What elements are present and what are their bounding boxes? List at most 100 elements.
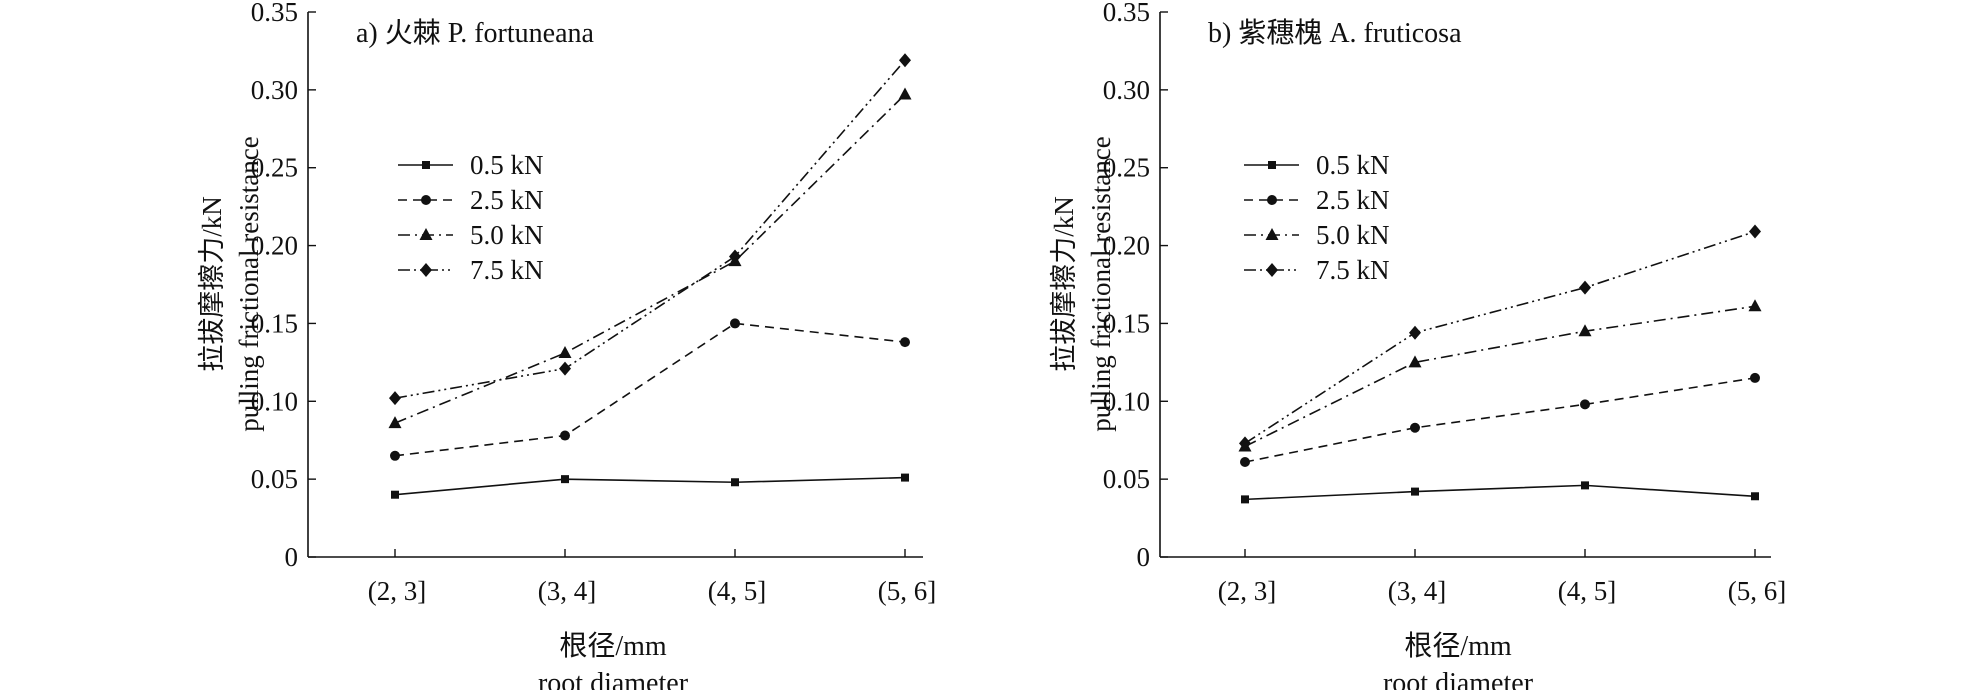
x-tick-label: (4, 5] [1558, 576, 1616, 606]
legend-label: 0.5 kN [470, 150, 544, 180]
legend-item: 0.5 kN [1244, 150, 1390, 180]
series-line [394, 476, 906, 496]
series-5_0-kN [388, 87, 912, 429]
legend-item: 7.5 kN [1244, 255, 1390, 285]
series-2_5-kN [390, 318, 910, 461]
legend-label: 2.5 kN [1316, 185, 1390, 215]
data-point [900, 337, 910, 348]
series-line [1244, 484, 1756, 501]
data-point [729, 249, 741, 264]
series-line [394, 322, 906, 457]
y-tick-label: 0.20 [1103, 231, 1150, 261]
legend-item: 5.0 kN [398, 220, 544, 250]
y-tick-label: 0.20 [251, 231, 298, 261]
series-line [394, 59, 906, 399]
data-point [1411, 487, 1419, 496]
data-point [898, 87, 912, 100]
series-7_5-kN [1239, 224, 1761, 451]
y-tick-label: 0.35 [1103, 0, 1150, 27]
x-tick-label: (3, 4] [1388, 576, 1446, 606]
series-0_5-kN [391, 473, 909, 499]
series-7_5-kN [389, 53, 911, 406]
y-tick-label: 0.05 [1103, 464, 1150, 494]
legend-marker [1265, 228, 1279, 240]
data-point [389, 391, 401, 406]
legend-marker [422, 161, 430, 169]
data-point [388, 416, 402, 429]
data-point [1578, 324, 1592, 337]
y-tick-label: 0.10 [251, 386, 298, 416]
data-point [559, 361, 571, 376]
legend-label: 7.5 kN [1316, 255, 1390, 285]
legend-label: 5.0 kN [470, 220, 544, 250]
y-tick-label: 0.25 [251, 153, 298, 183]
legend-item: 2.5 kN [1244, 185, 1390, 215]
chart-title: a) 火棘 P. fortuneana [356, 17, 595, 49]
y-tick-label: 0.15 [1103, 308, 1150, 338]
y-axis-label: 拉拔摩擦力/kN [1049, 196, 1079, 372]
data-point [558, 346, 572, 359]
legend-marker [419, 228, 433, 240]
x-tick-label: (2, 3] [1218, 576, 1276, 606]
legend-marker [421, 195, 431, 205]
series-line [1244, 230, 1756, 444]
series-line [1244, 377, 1756, 463]
data-point [390, 450, 400, 461]
data-point [901, 473, 909, 482]
y-tick-label: 0.25 [1103, 153, 1150, 183]
series-5_0-kN [1238, 299, 1762, 452]
legend-label: 7.5 kN [470, 255, 544, 285]
data-point [560, 430, 570, 441]
data-point [1580, 399, 1590, 410]
legend-item: 5.0 kN [1244, 220, 1390, 250]
legend-label: 2.5 kN [470, 185, 544, 215]
chart-panel-2: 0 0.05 0.10 0.15 0.20 0.25 0.30 0.35 (2, 3] (3, 4… [1049, 0, 1786, 695]
x-axis-label: 根径/mm [559, 630, 667, 662]
data-point [1408, 355, 1422, 368]
data-point [730, 318, 740, 329]
series-2_5-kN [1240, 372, 1760, 468]
x-axis-label-en: root diameter [1383, 668, 1534, 690]
series-0_5-kN [1241, 481, 1759, 504]
series-line [1244, 305, 1756, 448]
data-point [731, 478, 739, 487]
legend-marker [420, 263, 432, 277]
legend-item: 7.5 kN [398, 255, 544, 285]
data-point [1240, 457, 1250, 468]
data-point [1410, 422, 1420, 433]
data-point [1241, 495, 1249, 504]
y-tick-label: 0.35 [251, 0, 298, 27]
legend-label: 0.5 kN [1316, 150, 1390, 180]
y-tick-label: 0.30 [1103, 75, 1150, 105]
data-point [1751, 492, 1759, 501]
data-point [1579, 280, 1591, 295]
y-tick-label: 0.05 [251, 464, 298, 494]
legend-label: 5.0 kN [1316, 220, 1390, 250]
y-tick-label: 0.10 [1103, 386, 1150, 416]
x-tick-label: (4, 5] [708, 576, 766, 606]
y-axis-label-en: pulling frictional resistance [1086, 136, 1116, 431]
data-point [899, 53, 911, 68]
data-point [1749, 224, 1761, 239]
legend-marker [1267, 195, 1277, 205]
x-axis-label: 根径/mm [1404, 630, 1512, 662]
y-tick-label: 0 [1137, 542, 1151, 572]
x-tick-label: (2, 3] [368, 576, 426, 606]
y-axis-label: 拉拔摩擦力/kN [197, 196, 227, 372]
x-axis-label-en: root diameter [538, 668, 689, 690]
y-tick-label: 0 [285, 542, 299, 572]
data-point [1409, 325, 1421, 340]
x-tick-label: (5, 6] [1728, 576, 1786, 606]
legend-item: 2.5 kN [398, 185, 544, 215]
legend-item: 0.5 kN [398, 150, 544, 180]
y-tick-label: 0.30 [251, 75, 298, 105]
data-point [561, 475, 569, 484]
x-tick-label: (5, 6] [878, 576, 936, 606]
chart-title: b) 紫穗槐 A. fruticosa [1208, 17, 1462, 49]
legend-marker [1268, 161, 1276, 169]
data-point [1581, 481, 1589, 490]
data-point [1748, 299, 1762, 312]
y-axis-label-en: pulling frictional resistance [234, 136, 264, 431]
